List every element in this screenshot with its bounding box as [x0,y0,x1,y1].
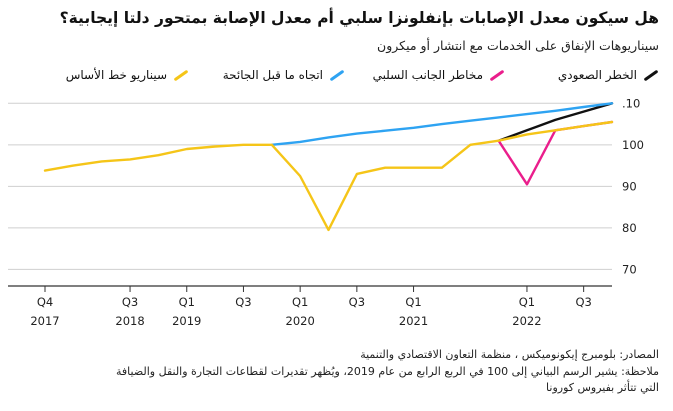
series-line-upside [497,102,614,142]
x-tick-quarter: Q3 [349,295,365,309]
series-line-pre-pandemic [270,102,614,146]
x-tick-quarter: Q1 [519,295,535,309]
chart-title: هل سيكون معدل الإصابات بإنفلونزا سلبي أم… [59,9,659,27]
series-line-baseline [43,120,614,232]
x-tick-year: 2022 [512,314,541,328]
legend-label-baseline: سيناريو خط الأساس [65,68,167,82]
legend: الخطر الصعودي مخاطر الجانب السلبي اتجاه … [0,64,673,86]
x-tick-year: 2021 [399,314,428,328]
y-tick-label: 90 [622,179,637,193]
legend-label-upside: الخطر الصعودي [557,68,637,82]
x-axis-ticks: Q4 2017 Q3 2018 Q1 2019 Q3 Q1 2020 Q3 Q1 2021 Q1 2022… [30,286,592,328]
x-tick-year: 2020 [286,314,315,328]
x-tick-year: 2018 [115,314,144,328]
x-tick-quarter: Q4 [37,295,53,309]
chart-subtitle: سيناريوهات الإنفاق على الخدمات مع انتشار… [377,38,659,53]
note-text-continued: التي تتأثر بفيروس كورونا [546,381,659,394]
legend-item-downside: مخاطر الجانب السلبي [373,64,505,86]
x-tick-quarter: Q1 [179,295,195,309]
legend-label-pre-pandemic: اتجاه ما قبل الجائحة [222,68,323,82]
gridlines [8,102,612,270]
x-tick-year: 2019 [172,314,201,328]
y-axis-ticks: 70 80 90 100 .10 [622,96,644,276]
legend-label-downside: مخاطر الجانب السلبي [372,68,483,82]
source-text: المصادر: بلومبرج إيكونوميكس ، منظمة التع… [360,348,659,361]
x-tick-year: 2017 [30,314,59,328]
y-tick-label: 70 [622,262,637,276]
legend-item-pre-pandemic: اتجاه ما قبل الجائحة [223,64,345,86]
x-tick-quarter: Q3 [575,295,591,309]
x-tick-quarter: Q1 [405,295,421,309]
x-tick-quarter: Q1 [292,295,308,309]
series-lines [43,102,614,232]
y-tick-label: .10 [622,96,640,110]
y-tick-label: 80 [622,221,637,235]
x-tick-quarter: Q3 [235,295,251,309]
x-tick-quarter: Q3 [122,295,138,309]
legend-item-baseline: سيناريو خط الأساس [66,64,189,86]
note-text: ملاحظة: يشير الرسم البياني إلى 100 في ال… [116,365,659,378]
y-tick-label: 100 [622,138,644,152]
legend-item-upside: الخطر الصعودي [558,64,659,86]
